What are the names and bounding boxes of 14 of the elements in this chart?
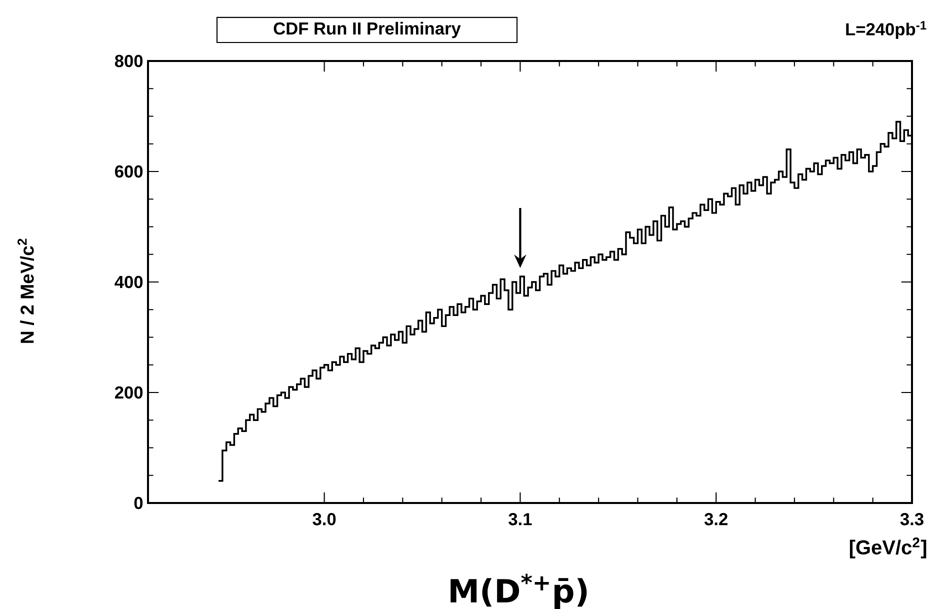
text: [GeV/c$^{2}$] bbox=[850, 538, 926, 558]
y-axis-title: N / 2 MeV/c$^{2}$ bbox=[18, 238, 34, 343]
chart-subtitle: L=240pb$^{-1}$ bbox=[846, 21, 926, 39]
y-tick-label: 0 bbox=[134, 496, 143, 510]
y-tick-label: 800 bbox=[114, 54, 143, 68]
y-tick-label: 200 bbox=[114, 386, 143, 399]
x-tick-label: 3.2 bbox=[704, 513, 728, 526]
x-tick-label: 3.0 bbox=[312, 513, 336, 526]
chart-title: CDF Run II Preliminary bbox=[274, 22, 461, 38]
x-axis-title: M(D$^{*+}$p̄) bbox=[450, 574, 587, 609]
x-tick-label: 3.1 bbox=[508, 513, 532, 526]
x-tick-label: 3.3 bbox=[900, 513, 924, 526]
y-tick-label: 400 bbox=[114, 276, 143, 288]
y-tick-label: 600 bbox=[115, 165, 143, 178]
